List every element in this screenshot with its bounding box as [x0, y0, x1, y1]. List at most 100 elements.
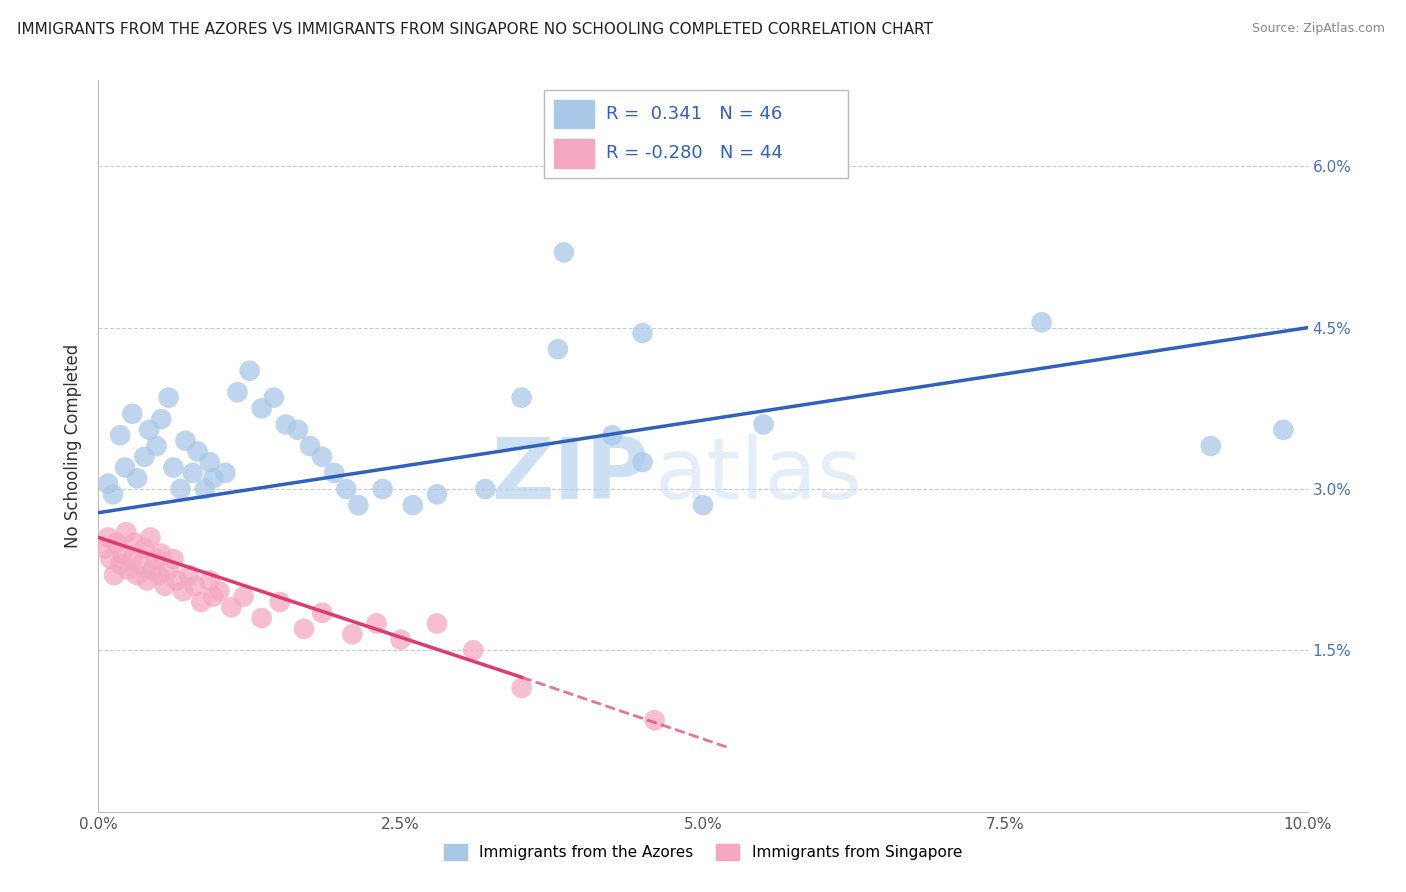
Point	[274, 417, 297, 432]
Point	[150, 412, 173, 426]
Point	[631, 326, 654, 340]
Point	[631, 455, 654, 469]
Point	[221, 600, 243, 615]
Point	[115, 524, 138, 539]
Point	[226, 385, 249, 400]
Text: R = -0.280   N = 44: R = -0.280 N = 44	[606, 145, 783, 162]
Point	[311, 606, 333, 620]
Bar	[554, 100, 593, 128]
Point	[335, 482, 357, 496]
Point	[124, 536, 146, 550]
Point	[347, 498, 370, 512]
Point	[121, 552, 143, 566]
Point	[153, 579, 176, 593]
Text: ZIP: ZIP	[491, 434, 648, 516]
Point	[389, 632, 412, 647]
Text: R =  0.341   N = 46: R = 0.341 N = 46	[606, 105, 783, 123]
Point	[547, 342, 569, 356]
Point	[114, 460, 136, 475]
Point	[602, 428, 624, 442]
Point	[187, 444, 209, 458]
Point	[134, 450, 156, 464]
Point	[93, 541, 115, 556]
Point	[127, 568, 149, 582]
Point	[172, 584, 194, 599]
Point	[208, 584, 231, 599]
Point	[1031, 315, 1053, 329]
Point	[752, 417, 775, 432]
Point	[250, 401, 273, 416]
Point	[292, 622, 315, 636]
Point	[181, 466, 204, 480]
Point	[553, 245, 575, 260]
Point	[371, 482, 394, 496]
Point	[135, 574, 157, 588]
Point	[510, 681, 533, 695]
Point	[97, 530, 120, 544]
Point	[157, 391, 180, 405]
Point	[202, 590, 225, 604]
Point	[138, 423, 160, 437]
Point	[169, 482, 191, 496]
Point	[366, 616, 388, 631]
Point	[190, 595, 212, 609]
Point	[97, 476, 120, 491]
Point	[299, 439, 322, 453]
Y-axis label: No Schooling Completed: No Schooling Completed	[65, 344, 83, 548]
Point	[269, 595, 291, 609]
Point	[145, 439, 167, 453]
Point	[105, 536, 128, 550]
Point	[323, 466, 346, 480]
Point	[142, 563, 165, 577]
Point	[402, 498, 425, 512]
Point	[263, 391, 285, 405]
Point	[644, 714, 666, 728]
Text: Source: ZipAtlas.com: Source: ZipAtlas.com	[1251, 22, 1385, 36]
Point	[184, 579, 207, 593]
Point	[1199, 439, 1222, 453]
Point	[150, 547, 173, 561]
Point	[1272, 423, 1295, 437]
Point	[250, 611, 273, 625]
Point	[214, 466, 236, 480]
Point	[162, 552, 184, 566]
Point	[342, 627, 364, 641]
Point	[463, 643, 485, 657]
Point	[194, 482, 217, 496]
Text: atlas: atlas	[655, 434, 863, 516]
Point	[239, 364, 262, 378]
Point	[198, 574, 221, 588]
Point	[692, 498, 714, 512]
Point	[202, 471, 225, 485]
Point	[157, 563, 180, 577]
Point	[145, 552, 167, 566]
Point	[287, 423, 309, 437]
Point	[179, 568, 201, 582]
Point	[127, 471, 149, 485]
FancyBboxPatch shape	[544, 90, 848, 178]
Point	[100, 552, 122, 566]
Point	[108, 558, 131, 572]
Point	[474, 482, 496, 496]
Bar	[554, 139, 593, 168]
Point	[510, 391, 533, 405]
Point	[129, 558, 152, 572]
Point	[121, 407, 143, 421]
Point	[111, 547, 134, 561]
Point	[101, 487, 124, 501]
Point	[139, 530, 162, 544]
Point	[311, 450, 333, 464]
Point	[426, 616, 449, 631]
Point	[174, 434, 197, 448]
Text: IMMIGRANTS FROM THE AZORES VS IMMIGRANTS FROM SINGAPORE NO SCHOOLING COMPLETED C: IMMIGRANTS FROM THE AZORES VS IMMIGRANTS…	[17, 22, 932, 37]
Point	[103, 568, 125, 582]
Point	[426, 487, 449, 501]
Point	[148, 568, 170, 582]
Legend: Immigrants from the Azores, Immigrants from Singapore: Immigrants from the Azores, Immigrants f…	[439, 838, 967, 866]
Point	[162, 460, 184, 475]
Point	[108, 428, 131, 442]
Point	[166, 574, 188, 588]
Point	[198, 455, 221, 469]
Point	[134, 541, 156, 556]
Point	[118, 563, 141, 577]
